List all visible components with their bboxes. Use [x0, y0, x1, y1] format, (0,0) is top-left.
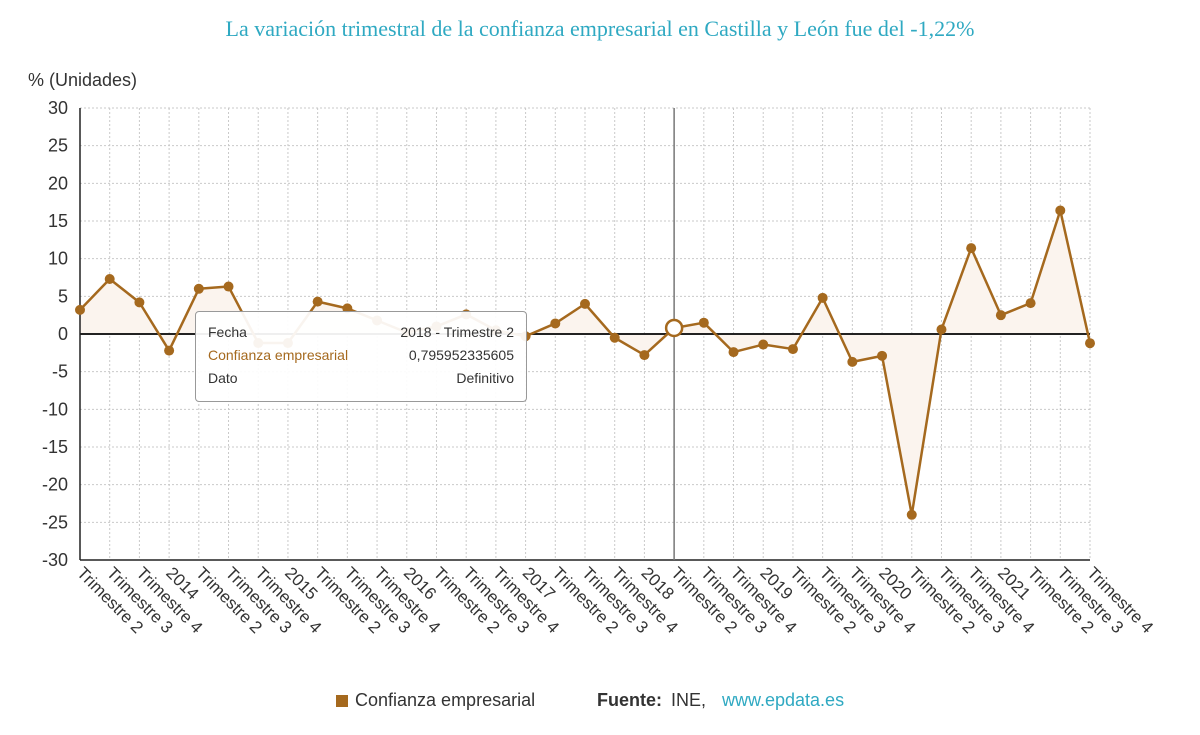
data-point[interactable] [1085, 338, 1095, 349]
data-point[interactable] [936, 324, 947, 335]
data-point[interactable] [966, 243, 977, 254]
area-fill-shape [80, 210, 1090, 515]
y-tick-label: 30 [48, 98, 68, 118]
y-tick-label: -20 [42, 475, 68, 495]
data-point[interactable] [995, 310, 1006, 321]
y-tick-label: -5 [52, 362, 68, 382]
source-label: Fuente: [597, 690, 662, 710]
data-point[interactable] [758, 339, 769, 350]
data-point[interactable] [342, 303, 353, 314]
data-point[interactable] [609, 332, 620, 343]
y-tick-label: 25 [48, 136, 68, 156]
source-name: INE, [671, 690, 707, 710]
legend-swatch-icon [336, 695, 348, 707]
tooltip-row-fecha: Fecha 2018 - Trimestre 2 [208, 323, 514, 346]
tooltip-dato-label: Dato [208, 370, 238, 386]
source-link[interactable]: www.epdata.es [722, 690, 845, 710]
data-point[interactable] [223, 281, 234, 292]
data-point[interactable] [104, 274, 115, 285]
data-point-highlighted[interactable] [664, 318, 684, 338]
tooltip-row-series: Confianza empresarial 0,795952335605 [208, 346, 514, 369]
tooltip-series-label: Confianza empresarial [208, 347, 349, 363]
data-point[interactable] [1055, 205, 1066, 216]
data-point[interactable] [787, 344, 798, 355]
y-tick-label: -15 [42, 437, 68, 457]
data-point[interactable] [698, 317, 709, 328]
y-tick-label: 20 [48, 173, 68, 193]
data-point[interactable] [312, 296, 323, 307]
legend-label[interactable]: Confianza empresarial [355, 690, 536, 710]
data-point[interactable] [728, 347, 739, 358]
data-point[interactable] [193, 283, 204, 294]
data-point[interactable] [580, 298, 590, 309]
data-point[interactable] [1025, 298, 1036, 309]
data-tooltip: Fecha 2018 - Trimestre 2 Confianza empre… [195, 311, 527, 402]
data-point[interactable] [134, 297, 145, 308]
tooltip-fecha-label: Fecha [208, 324, 247, 340]
tooltip-row-dato: Dato Definitivo [208, 369, 514, 392]
y-axis-unit-label: % (Unidades) [28, 70, 138, 90]
y-tick-label: 10 [48, 249, 68, 269]
y-tick-label: 0 [58, 324, 68, 344]
y-tick-labels: 30 25 20 15 10 5 0 -5 -10 -15 -20 -25 -30 [42, 98, 68, 570]
y-tick-label: -25 [42, 512, 68, 532]
tooltip-series-value: 0,795952335605 [408, 347, 514, 363]
data-point[interactable] [847, 356, 858, 367]
y-tick-label: -10 [42, 399, 68, 419]
y-tick-label: 5 [58, 286, 68, 306]
area-fill [80, 210, 1090, 515]
data-point[interactable] [550, 318, 561, 329]
data-point[interactable] [906, 509, 917, 520]
data-point[interactable] [639, 350, 650, 361]
data-point[interactable] [817, 292, 828, 303]
tooltip-fecha-value: 2018 - Trimestre 2 [400, 324, 514, 340]
line-chart[interactable]: 30 25 20 15 10 5 0 -5 -10 -15 -20 -25 -30 Trimestre … [0, 0, 1200, 690]
tooltip-dato-value: Definitivo [456, 370, 514, 386]
chart-title: La variación trimestral de la confianza … [225, 16, 975, 41]
data-point[interactable] [75, 304, 85, 315]
y-tick-label: -30 [42, 550, 68, 570]
data-point[interactable] [164, 345, 175, 356]
data-point[interactable] [877, 350, 888, 361]
y-tick-label: 15 [48, 211, 68, 231]
